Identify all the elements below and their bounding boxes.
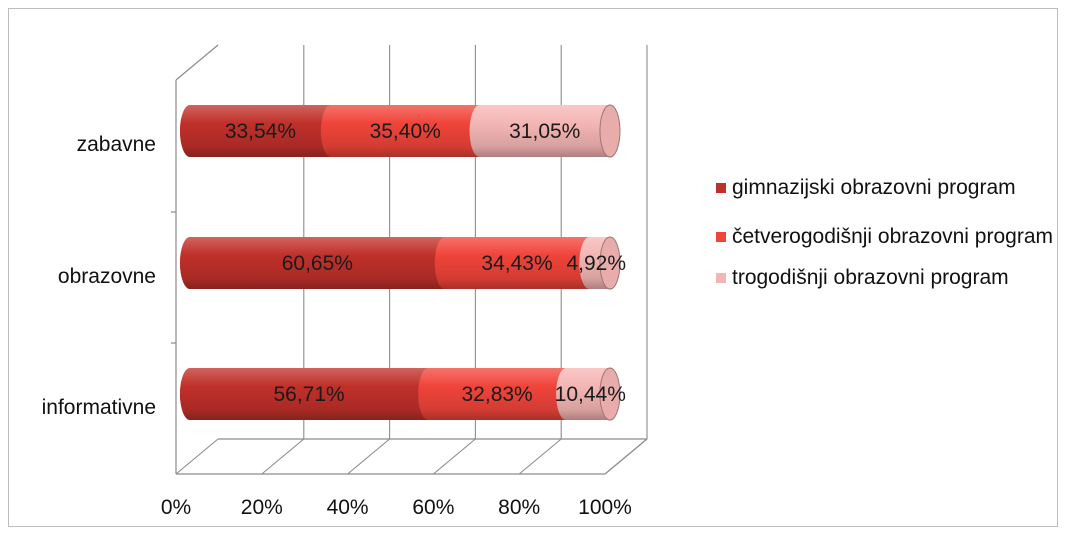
bar-group-zabavne bbox=[180, 104, 621, 158]
legend-item-trogodisnji: trogodišnji obrazovni program bbox=[712, 264, 1062, 291]
bar-group-informativne bbox=[180, 367, 621, 421]
floor-gridline bbox=[433, 438, 476, 475]
bar-segment bbox=[418, 368, 577, 420]
data-label: 10,44% bbox=[555, 383, 626, 406]
category-label: obrazovne bbox=[58, 265, 156, 288]
legend-swatch-cetverogodisnji bbox=[716, 232, 726, 242]
bar-right-cap bbox=[599, 104, 621, 158]
x-tick-label: 20% bbox=[241, 496, 283, 519]
legend-swatch-trogodisnji bbox=[716, 273, 726, 283]
category-label: zabavne bbox=[77, 133, 156, 156]
floor-gridline bbox=[175, 438, 219, 475]
bar-segment bbox=[320, 105, 490, 157]
bar-right-cap bbox=[599, 367, 621, 421]
bar-segment bbox=[434, 237, 600, 289]
bar-segment bbox=[469, 105, 620, 157]
bar-group-obrazovne bbox=[180, 236, 621, 290]
legend-item-gimnazijski: gimnazijski obrazovni program bbox=[712, 174, 1062, 201]
data-label: 56,71% bbox=[273, 383, 344, 406]
x-tick-label: 0% bbox=[161, 496, 191, 519]
bar-segment bbox=[180, 105, 341, 157]
x-tick-label: 100% bbox=[578, 496, 632, 519]
x-tick-label: 60% bbox=[412, 496, 454, 519]
data-label: 34,43% bbox=[481, 252, 552, 275]
legend-item-cetverogodisnji: četverogodišnji obrazovni program bbox=[712, 223, 1062, 250]
bar-left-cap bbox=[180, 105, 200, 157]
data-label: 4,92% bbox=[566, 252, 626, 275]
legend-label-cetverogodisnji: četverogodišnji obrazovni program bbox=[732, 225, 1053, 248]
wall-top-edge bbox=[175, 44, 219, 81]
legend-label-gimnazijski: gimnazijski obrazovni program bbox=[732, 176, 1016, 199]
bar-right-cap bbox=[599, 236, 621, 290]
bar-left-cap bbox=[180, 368, 200, 420]
axes-frame bbox=[171, 44, 648, 475]
bar-segment bbox=[180, 237, 455, 289]
x-tick-label: 80% bbox=[498, 496, 540, 519]
data-label: 32,83% bbox=[462, 383, 533, 406]
data-label: 35,40% bbox=[370, 120, 441, 143]
bar-segment bbox=[180, 368, 439, 420]
floor-gridline bbox=[518, 438, 562, 475]
floor-right-edge bbox=[604, 438, 648, 475]
legend: gimnazijski obrazovni program četverogod… bbox=[712, 174, 1062, 313]
legend-swatch-gimnazijski bbox=[716, 183, 726, 193]
data-label: 31,05% bbox=[509, 120, 580, 143]
category-label: informativne bbox=[42, 396, 156, 419]
floor-gridline bbox=[347, 438, 390, 475]
data-label: 33,54% bbox=[225, 120, 296, 143]
x-tick-label: 40% bbox=[327, 496, 369, 519]
bar-left-cap bbox=[180, 237, 200, 289]
data-label: 60,65% bbox=[282, 252, 353, 275]
legend-label-trogodisnji: trogodišnji obrazovni program bbox=[732, 266, 1009, 289]
floor-gridline bbox=[261, 438, 305, 475]
